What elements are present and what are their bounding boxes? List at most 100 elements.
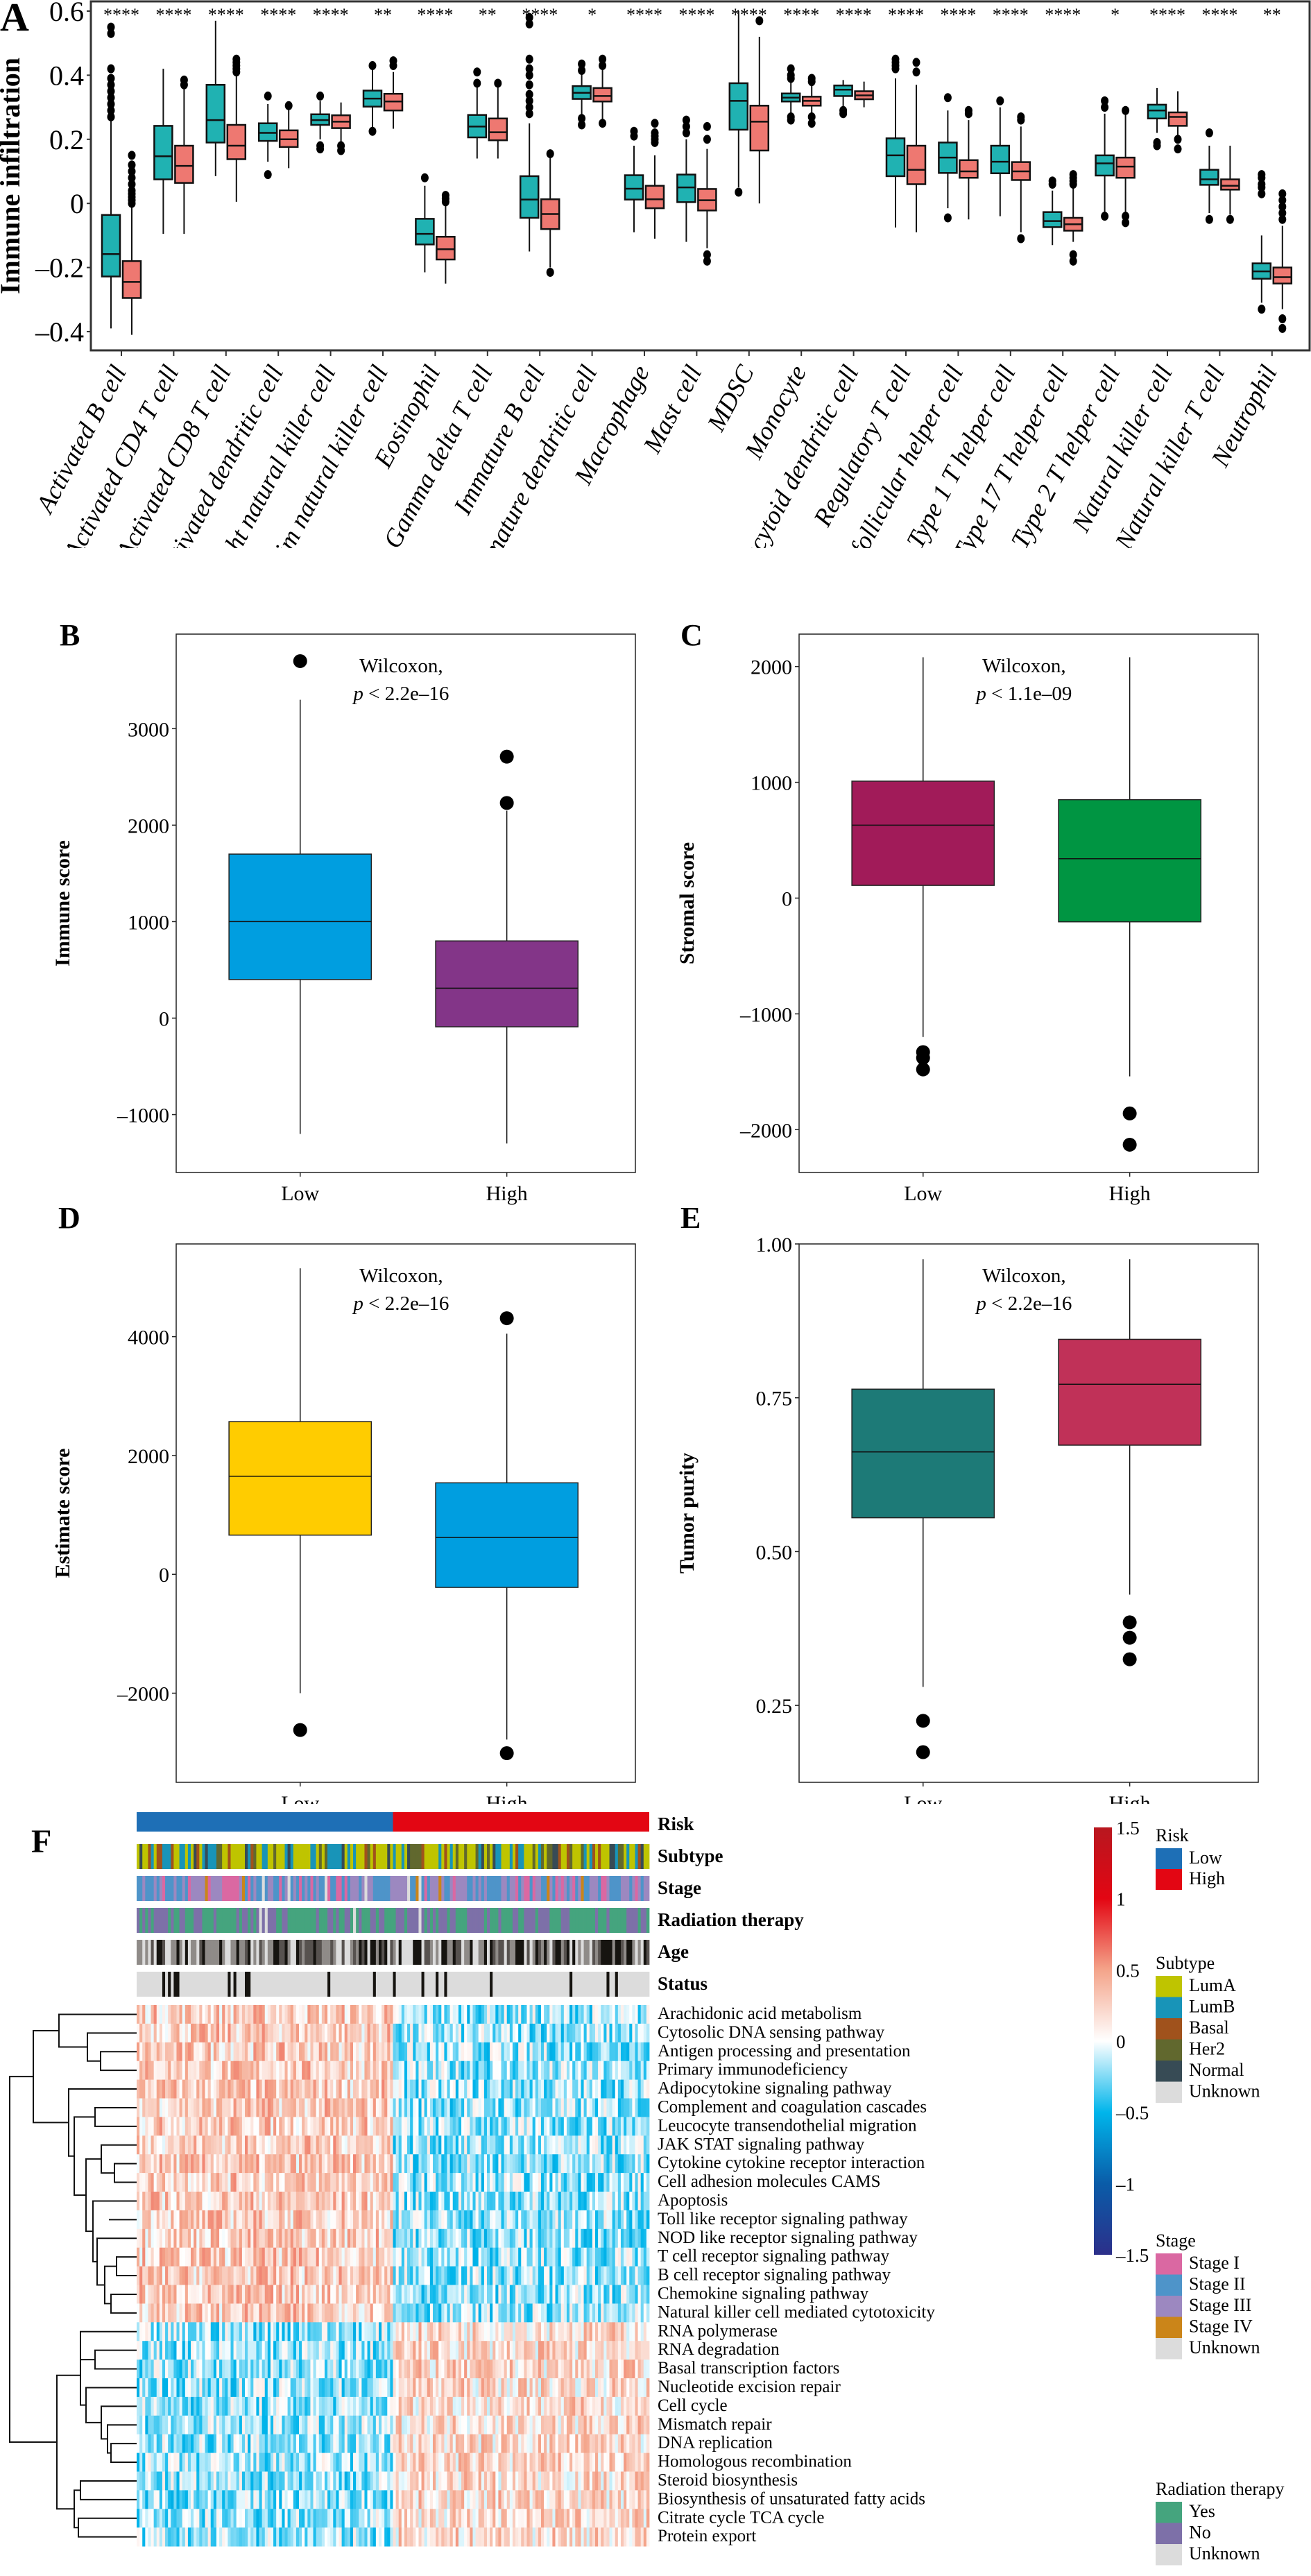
heatmap-cell: [265, 2080, 268, 2099]
annotation-cell: [425, 1876, 428, 1901]
heatmap-cell: [572, 2267, 576, 2285]
heatmap-cell: [476, 2267, 479, 2285]
heatmap-cell: [293, 2099, 297, 2117]
heatmap-cell: [510, 2005, 513, 2024]
heatmap-cell: [291, 2267, 294, 2285]
heatmap-cell: [498, 2303, 502, 2322]
heatmap-cell: [453, 2267, 456, 2285]
heatmap-cell: [314, 2285, 317, 2304]
heatmap-cell: [592, 2192, 596, 2210]
heatmap-cell: [168, 2117, 171, 2135]
heatmap-cell: [606, 2248, 610, 2267]
annotation-cell: [325, 1844, 328, 1869]
annotation-cell: [438, 1876, 442, 1901]
annotation-cell: [556, 1940, 559, 1965]
heatmap-cell: [518, 2135, 522, 2154]
heatmap-cell: [513, 2061, 516, 2080]
annotation-cell: [296, 1844, 300, 1869]
annotation-cell: [230, 1908, 234, 1933]
annotation-cell: [524, 1908, 527, 1933]
heatmap-cell: [199, 2135, 203, 2154]
heatmap-cell: [199, 2173, 203, 2192]
heatmap-cell: [364, 2322, 368, 2341]
heatmap-cell: [533, 2229, 536, 2248]
heatmap-cell: [535, 2210, 539, 2229]
annotation-cell: [282, 1972, 285, 1997]
annotation-cell: [316, 1940, 320, 1965]
heatmap-cell: [626, 2080, 630, 2099]
heatmap-cell: [242, 2341, 246, 2360]
heatmap-cell: [222, 2135, 225, 2154]
heatmap-cell: [549, 2210, 553, 2229]
heatmap-cell: [626, 2024, 630, 2042]
heatmap-cell: [322, 2192, 325, 2210]
heatmap-cell: [168, 2099, 171, 2117]
annotation-cell: [402, 1876, 405, 1901]
heatmap-cell: [558, 2042, 562, 2061]
annotation-cell: [441, 1908, 445, 1933]
annotation-cell: [481, 1876, 485, 1901]
heatmap-cell: [399, 2192, 402, 2210]
annotation-cell: [350, 1844, 354, 1869]
heatmap-cell: [530, 2210, 533, 2229]
annotation-cell: [199, 1876, 203, 1901]
annotation-cell: [191, 1940, 194, 1965]
heatmap-cell: [610, 2248, 613, 2267]
annotation-cell: [436, 1908, 439, 1933]
heatmap-cell: [396, 2285, 400, 2304]
heatmap-cell: [492, 2061, 496, 2080]
annotation-cell: [368, 1972, 371, 1997]
heatmap-cell: [410, 2080, 413, 2099]
heatmap-cell: [518, 2099, 522, 2117]
annotation-cell: [237, 1972, 240, 1997]
heatmap-cell: [222, 2210, 225, 2229]
heatmap-cell: [530, 2341, 533, 2360]
annotation-cell: [259, 1844, 263, 1869]
heatmap-cell: [476, 2192, 479, 2210]
heatmap-cell: [339, 2117, 342, 2135]
heatmap-cell: [635, 2303, 638, 2322]
heatmap-cell: [547, 2080, 550, 2099]
heatmap-cell: [646, 2322, 650, 2341]
heatmap-cell: [250, 2285, 254, 2304]
heatmap-cell: [361, 2099, 365, 2117]
heatmap-cell: [327, 2173, 331, 2192]
annotation-cell: [307, 1844, 311, 1869]
heatmap-cell: [538, 2192, 542, 2210]
annotation-cell: [382, 1876, 385, 1901]
heatmap-cell: [322, 2322, 325, 2341]
heatmap-cell: [228, 2135, 231, 2154]
heatmap-cell: [476, 2285, 479, 2304]
annotation-cell: [273, 1972, 277, 1997]
heatmap-cell: [587, 2080, 590, 2099]
heatmap-cell: [196, 2099, 200, 2117]
annotation-cell: [558, 1844, 562, 1869]
heatmap-cell: [284, 2080, 288, 2099]
heatmap-cell: [222, 2360, 225, 2378]
heatmap-cell: [450, 2248, 454, 2267]
heatmap-cell: [310, 2210, 314, 2229]
annotation-cell: [518, 1940, 522, 1965]
annotation-cell: [621, 1908, 624, 1933]
heatmap-cell: [561, 2173, 565, 2192]
annotation-cell: [359, 1876, 362, 1901]
heatmap-cell: [538, 2322, 542, 2341]
heatmap-cell: [413, 2154, 416, 2173]
heatmap-cell: [282, 2210, 285, 2229]
heatmap-cell: [590, 2322, 593, 2341]
annotation-cell: [245, 1940, 248, 1965]
heatmap-cell: [330, 2005, 334, 2024]
heatmap-cell: [382, 2024, 385, 2042]
heatmap-cell: [361, 2154, 365, 2173]
heatmap-cell: [575, 2154, 579, 2173]
annotation-cell: [230, 1972, 234, 1997]
heatmap-cell: [410, 2024, 413, 2042]
annotation-cell: [490, 1972, 493, 1997]
heatmap-cell: [271, 2042, 274, 2061]
heatmap-cell: [575, 2267, 579, 2285]
heatmap-cell: [191, 2192, 194, 2210]
heatmap-cell: [188, 2135, 191, 2154]
y-tick-label: 3000: [128, 718, 169, 741]
heatmap-cell: [556, 2341, 559, 2360]
heatmap-cell: [390, 2267, 393, 2285]
